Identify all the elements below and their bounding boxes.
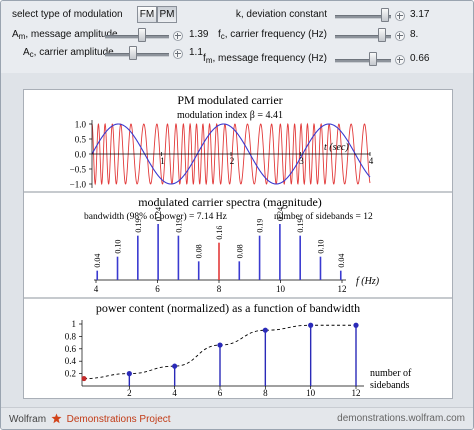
output-panel: PM modulated carrier modulation index β … bbox=[23, 89, 453, 399]
plot3-ytick-label: 1 bbox=[72, 319, 77, 329]
plots-canvas: PM modulated carrier modulation index β … bbox=[24, 93, 452, 398]
message-frequency-label: fm, message frequency (Hz) bbox=[203, 53, 327, 65]
plot1-subtitle: modulation index β = 4.41 bbox=[177, 110, 283, 121]
carrier-frequency-value: 8. bbox=[410, 29, 419, 40]
spectrum-bar-label: 0.19 bbox=[296, 219, 305, 233]
footer-bar: Wolfram Demonstrations Project demonstra… bbox=[1, 407, 473, 429]
plot1-xtick-label: 3 bbox=[299, 156, 304, 166]
message-amplitude-value: 1.39 bbox=[189, 29, 209, 40]
footer-brand[interactable]: Wolfram Demonstrations Project bbox=[9, 413, 171, 425]
message-frequency-expand-icon[interactable] bbox=[395, 55, 405, 65]
message-amplitude-label: Am, message amplitude bbox=[12, 29, 118, 41]
spectra-plot: modulated carrier spectra (magnitude) ba… bbox=[84, 195, 380, 294]
carrier-frequency-track[interactable] bbox=[335, 35, 391, 39]
plot2-xtick-label: 10 bbox=[276, 284, 286, 294]
message-amplitude-slider[interactable] bbox=[138, 28, 147, 42]
plot1-xtick-label: 1 bbox=[160, 156, 165, 166]
deviation-constant-label: k, deviation constant bbox=[235, 9, 327, 20]
spectrum-bar-label: 0.10 bbox=[316, 240, 325, 254]
plot1-ytick-label: 0.5 bbox=[75, 135, 87, 145]
carrier-frequency-label: fc, carrier frequency (Hz) bbox=[217, 29, 327, 41]
plot1-ytick-label: −0.5 bbox=[70, 165, 87, 175]
carrier-frequency-slider[interactable] bbox=[378, 28, 387, 42]
plot1-ytick-label: 1.0 bbox=[75, 120, 87, 130]
plot3-title: power content (normalized) as a function… bbox=[96, 301, 360, 315]
plot1-xtick-label: 4 bbox=[369, 156, 374, 166]
plot3-xtick-label: 2 bbox=[127, 388, 132, 398]
deviation-constant-track[interactable] bbox=[335, 15, 391, 19]
plot3-xtick-label: 12 bbox=[352, 388, 361, 398]
spectrum-bar-label: 0.19 bbox=[174, 219, 183, 233]
spectrum-bar-label: 0.24 bbox=[276, 207, 285, 221]
plot1-title: PM modulated carrier bbox=[177, 93, 282, 107]
fm-button[interactable]: FM bbox=[137, 6, 157, 23]
plot2-xtick-label: 6 bbox=[155, 284, 160, 294]
carrier-frequency-expand-icon[interactable] bbox=[395, 31, 405, 41]
demonstrations-site-link[interactable]: demonstrations.wolfram.com bbox=[337, 413, 465, 424]
spectrum-bar-label: 0.08 bbox=[195, 244, 204, 258]
power-point bbox=[81, 375, 87, 382]
bandwidth-label: bandwidth (98% of power) = 7.14 Hz bbox=[84, 211, 227, 222]
power-content-plot: power content (normalized) as a function… bbox=[65, 301, 412, 398]
carrier-amplitude-expand-icon[interactable] bbox=[173, 49, 183, 59]
plot3-xtick-label: 6 bbox=[218, 388, 223, 398]
carrier-amplitude-value: 1.1 bbox=[189, 47, 203, 58]
sidebands-label: number of sidebands = 12 bbox=[274, 211, 373, 222]
plot1-ytick-label: 0.0 bbox=[75, 150, 87, 160]
pm-button[interactable]: PM bbox=[157, 6, 177, 23]
spectrum-bar-label: 0.24 bbox=[154, 207, 163, 221]
plot2-title: modulated carrier spectra (magnitude) bbox=[138, 195, 322, 209]
plot3-xtick-label: 4 bbox=[172, 388, 177, 398]
plot3-xlabel-line1: number of bbox=[370, 368, 412, 379]
spectrum-bar-label: 0.04 bbox=[337, 254, 346, 268]
spectrum-bar-label: 0.10 bbox=[114, 240, 123, 254]
controls-panel: select type of modulation FM PM Am, mess… bbox=[1, 1, 473, 73]
plot2-xtick-label: 4 bbox=[94, 284, 99, 294]
power-point bbox=[353, 322, 359, 328]
power-point bbox=[308, 322, 314, 328]
spectrum-bar-label: 0.16 bbox=[215, 226, 224, 240]
spectrum-bar-label: 0.04 bbox=[93, 254, 102, 268]
deviation-constant-value: 3.17 bbox=[410, 9, 430, 20]
carrier-amplitude-label: Ac, carrier amplitude bbox=[23, 47, 114, 59]
plot3-ytick-label: 0.8 bbox=[65, 331, 77, 341]
plot3-ytick-label: 0.4 bbox=[65, 356, 77, 366]
plot3-ytick-label: 0.2 bbox=[65, 369, 76, 379]
power-point bbox=[126, 371, 132, 377]
spectrum-bar-label: 0.19 bbox=[256, 219, 265, 233]
message-amplitude-track[interactable] bbox=[105, 35, 169, 39]
modulated-carrier-plot: PM modulated carrier modulation index β … bbox=[70, 93, 374, 190]
wolfram-brand-text: Wolfram bbox=[9, 414, 47, 425]
carrier-amplitude-track[interactable] bbox=[105, 53, 169, 57]
wolfram-spikey-icon bbox=[51, 413, 62, 424]
plot2-xlabel: f (Hz) bbox=[356, 276, 380, 287]
deviation-constant-slider[interactable] bbox=[381, 8, 390, 22]
message-amplitude-expand-icon[interactable] bbox=[173, 31, 183, 41]
plot3-xtick-label: 10 bbox=[306, 388, 316, 398]
spectrum-bar-label: 0.08 bbox=[235, 244, 244, 258]
message-frequency-slider[interactable] bbox=[368, 52, 377, 66]
plot1-ytick-label: −1.0 bbox=[70, 180, 87, 190]
plot2-xtick-label: 8 bbox=[217, 284, 222, 294]
power-point bbox=[172, 363, 178, 369]
spectrum-bar-label: 0.19 bbox=[134, 219, 143, 233]
plot2-xtick-label: 12 bbox=[338, 284, 347, 294]
power-point bbox=[217, 342, 223, 348]
power-point bbox=[262, 327, 268, 333]
plot1-xtick-label: 2 bbox=[230, 156, 235, 166]
carrier-amplitude-slider[interactable] bbox=[128, 46, 137, 60]
plot3-xlabel-line2: sidebands bbox=[370, 380, 410, 391]
plot3-xtick-label: 8 bbox=[263, 388, 268, 398]
plot3-ytick-label: 0.6 bbox=[65, 344, 77, 354]
message-wave-line bbox=[91, 123, 371, 185]
deviation-constant-expand-icon[interactable] bbox=[395, 11, 405, 21]
carrier-wave-line bbox=[91, 122, 371, 186]
message-frequency-value: 0.66 bbox=[410, 53, 430, 64]
plot1-xlabel: t (sec) bbox=[324, 142, 349, 153]
modulation-type-label: select type of modulation bbox=[12, 9, 123, 20]
message-frequency-track[interactable] bbox=[335, 59, 391, 63]
demonstrations-project-link: Demonstrations Project bbox=[66, 414, 171, 425]
